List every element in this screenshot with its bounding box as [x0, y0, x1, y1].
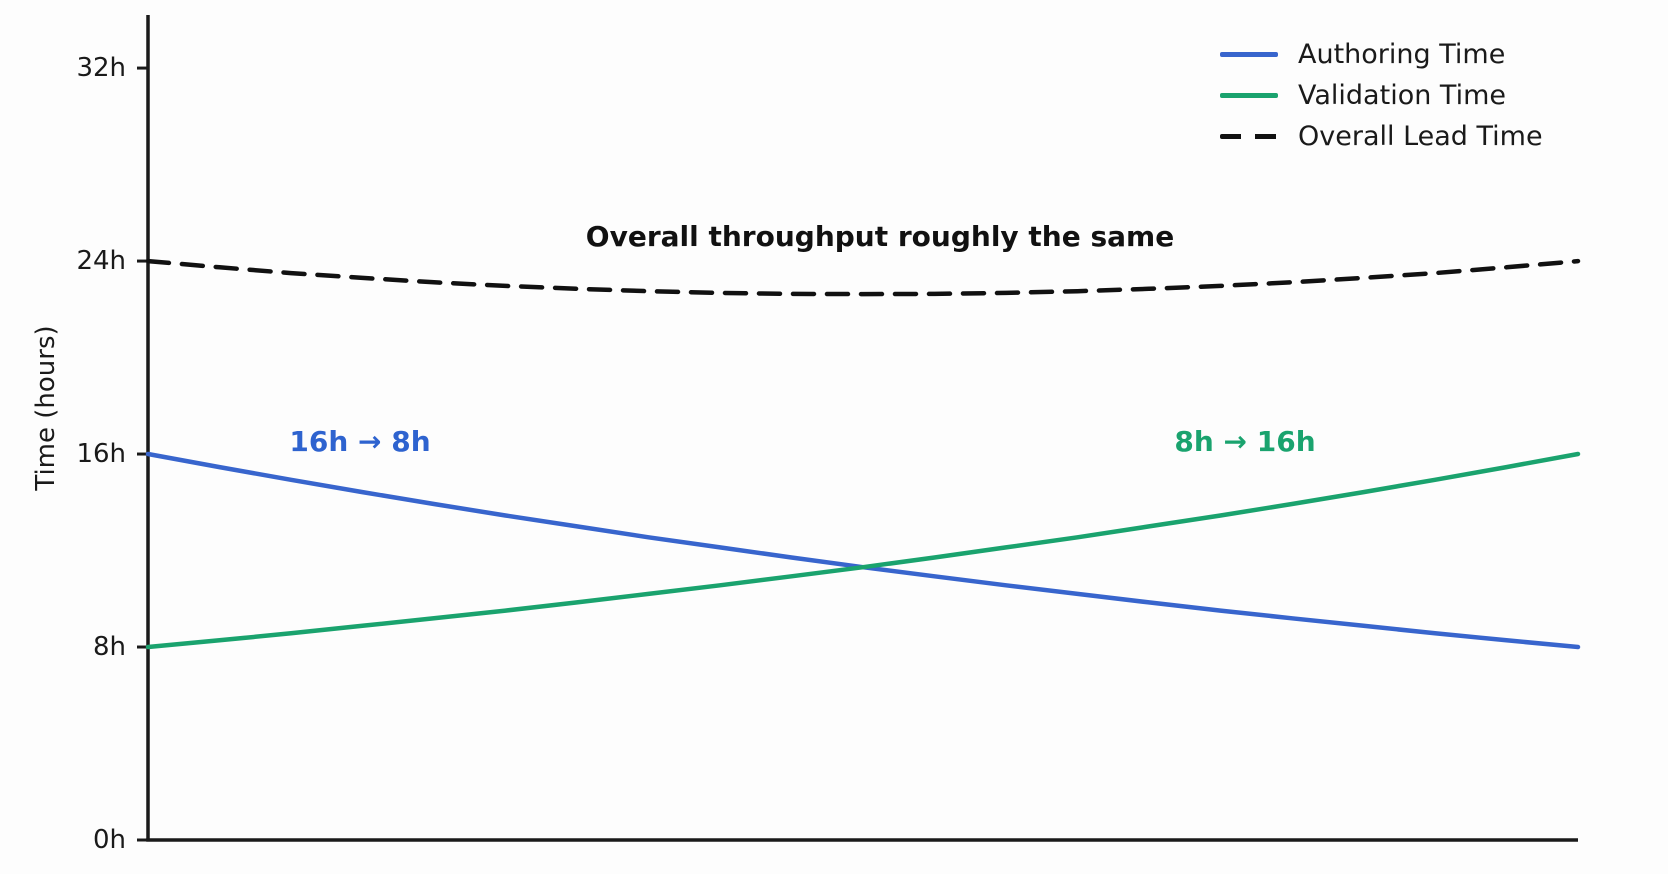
- series-line-validation-time: [145, 451, 1581, 650]
- y-tick-label-32h: 32h: [76, 53, 126, 84]
- legend-label-authoring-time: Authoring Time: [1298, 38, 1506, 70]
- dashed-line-swatch-icon: [1220, 133, 1278, 139]
- legend-item-authoring-time: Authoring Time: [1220, 40, 1543, 68]
- line-swatch-icon: [1220, 92, 1278, 98]
- overall-throughput-note-annotation: Overall throughput roughly the same: [585, 220, 1175, 253]
- y-tick-label-24h: 24h: [76, 246, 126, 277]
- series-line-authoring-time: [145, 451, 1581, 650]
- series-line-overall-lead-time: [145, 258, 1581, 297]
- legend-label-overall-lead-time: Overall Lead Time: [1298, 120, 1543, 152]
- legend-item-validation-time: Validation Time: [1220, 81, 1543, 109]
- y-tick-label-0h: 0h: [92, 825, 126, 855]
- y-tick-label-8h: 8h: [92, 632, 126, 663]
- y-tick-label-16h: 16h: [76, 439, 126, 470]
- validation-change-annotation: 8h → 16h: [1174, 425, 1316, 458]
- legend-label-validation-time: Validation Time: [1298, 79, 1506, 111]
- legend: Authoring Time Validation Time Overall Lea…: [1220, 40, 1543, 150]
- authoring-change-annotation: 16h → 8h: [289, 425, 431, 458]
- legend-item-overall-lead-time: Overall Lead Time: [1220, 122, 1543, 150]
- line-swatch-icon: [1220, 51, 1278, 57]
